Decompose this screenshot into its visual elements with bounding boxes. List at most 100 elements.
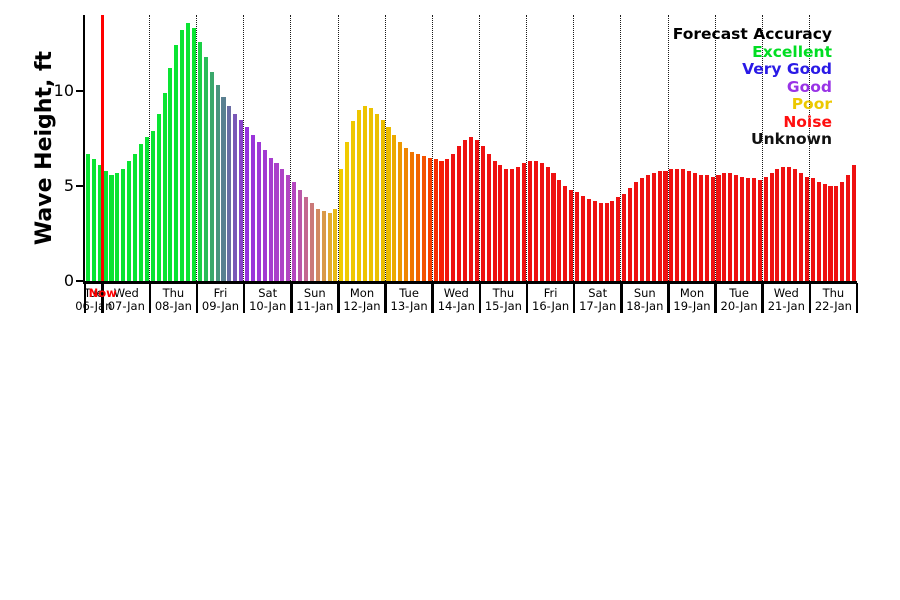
y-tick-label: 5 xyxy=(63,176,74,195)
wave-bar xyxy=(616,197,621,281)
x-axis-tick xyxy=(572,283,576,313)
x-tick-date-label: 12-Jan xyxy=(343,299,381,313)
wave-bar xyxy=(775,168,780,281)
wave-bar xyxy=(439,161,444,281)
wave-bar xyxy=(745,178,750,281)
legend-title: Forecast Accuracy xyxy=(672,25,832,43)
wave-bar xyxy=(380,119,385,281)
day-separator-line xyxy=(526,15,528,281)
wave-bar xyxy=(527,161,532,281)
wave-bar xyxy=(804,176,809,281)
legend-entry: Unknown xyxy=(751,130,832,148)
wave-bar xyxy=(386,127,391,281)
wave-bar xyxy=(521,163,527,281)
wave-bar xyxy=(433,159,438,281)
x-axis-tick xyxy=(148,283,152,313)
wave-bar xyxy=(162,92,167,281)
wave-bar xyxy=(816,182,821,281)
legend-entries: Excellent Very Good Good Poor Noise Unknown xyxy=(673,43,832,149)
wave-bar xyxy=(622,193,627,281)
wave-bar xyxy=(421,155,426,281)
x-tick-day-label: Tue xyxy=(729,286,749,300)
wave-bar xyxy=(675,168,680,281)
x-tick-date-label: 08-Jan xyxy=(154,299,192,313)
x-axis-tick xyxy=(242,283,246,313)
wave-bar xyxy=(292,182,297,281)
wave-bar xyxy=(728,172,733,281)
wave-bar xyxy=(480,146,485,281)
plot-area xyxy=(83,15,857,284)
wave-bar xyxy=(651,172,656,281)
day-separator-line xyxy=(337,15,339,281)
day-separator-line xyxy=(149,15,151,281)
wave-bar xyxy=(457,146,462,281)
x-tick-date-label: 19-Jan xyxy=(673,299,711,313)
x-tick-date-label: 07-Jan xyxy=(107,299,145,313)
wave-bar xyxy=(138,144,144,281)
legend: Forecast Accuracy Excellent Very Good Good… xyxy=(672,25,832,149)
wave-bar xyxy=(663,170,668,281)
day-separator-line xyxy=(809,15,811,281)
wave-bar xyxy=(103,170,108,281)
x-tick-day-label: Fri xyxy=(543,286,558,300)
wave-bar xyxy=(315,208,320,281)
wave-bar xyxy=(810,178,815,281)
wave-bar xyxy=(97,165,102,281)
x-axis-tick xyxy=(855,283,859,313)
y-tick-label: 10 xyxy=(53,81,74,100)
wave-bar xyxy=(846,174,851,281)
wave-bar xyxy=(539,163,544,281)
wave-bar xyxy=(191,28,197,281)
wave-bar xyxy=(362,106,367,281)
x-tick-date-label: 18-Jan xyxy=(626,299,664,313)
wave-bar xyxy=(828,186,833,281)
x-tick-day-label: Tue xyxy=(83,286,104,300)
wave-bar xyxy=(557,180,562,281)
x-tick-date-label: 17-Jan xyxy=(579,299,617,313)
legend-entry: Good xyxy=(786,77,832,96)
wave-bar xyxy=(704,174,709,281)
x-tick-day-label: Thu xyxy=(162,286,185,300)
wave-bar xyxy=(127,161,132,281)
x-tick-date-label: 11-Jan xyxy=(296,299,334,313)
x-axis-tick xyxy=(337,283,340,313)
wave-bar xyxy=(516,167,521,281)
x-tick-date-label: 20-Jan xyxy=(720,299,758,313)
wave-bar xyxy=(262,149,267,281)
wave-bar xyxy=(451,153,456,281)
wave-bar xyxy=(716,174,721,281)
x-tick-day-label: Thu xyxy=(822,286,845,300)
wave-bar xyxy=(197,41,202,281)
wave-bar xyxy=(268,157,273,281)
legend-entry: Very Good xyxy=(742,60,832,78)
wave-bar xyxy=(781,167,786,281)
x-tick-day-label: Wed xyxy=(113,286,139,300)
wave-bar xyxy=(569,189,574,281)
day-separator-line xyxy=(573,15,575,281)
now-line xyxy=(101,15,105,281)
wave-bar xyxy=(604,203,609,281)
x-tick-day-label: Sun xyxy=(303,286,326,300)
wave-bar xyxy=(463,140,468,281)
wave-bar xyxy=(174,45,179,281)
wave-bar xyxy=(580,195,585,281)
wave-bar xyxy=(510,168,515,281)
wave-bar xyxy=(734,174,739,281)
wave-bar xyxy=(221,96,226,281)
wave-bar xyxy=(298,189,303,281)
wave-bar xyxy=(645,174,650,281)
wave-bar xyxy=(309,203,314,281)
day-separator-line xyxy=(620,15,622,281)
day-separator-line xyxy=(243,15,245,281)
x-tick-day-label: Wed xyxy=(443,286,469,300)
wave-bar xyxy=(256,142,261,281)
wave-bar xyxy=(233,113,238,281)
wave-bar xyxy=(798,172,804,281)
wave-bar xyxy=(598,203,603,281)
wave-bar xyxy=(586,199,591,281)
wave-bar xyxy=(793,168,798,281)
wave-bar xyxy=(339,168,344,281)
wave-bar xyxy=(133,153,138,281)
wave-bar xyxy=(280,168,285,281)
wave-bar xyxy=(156,113,161,281)
